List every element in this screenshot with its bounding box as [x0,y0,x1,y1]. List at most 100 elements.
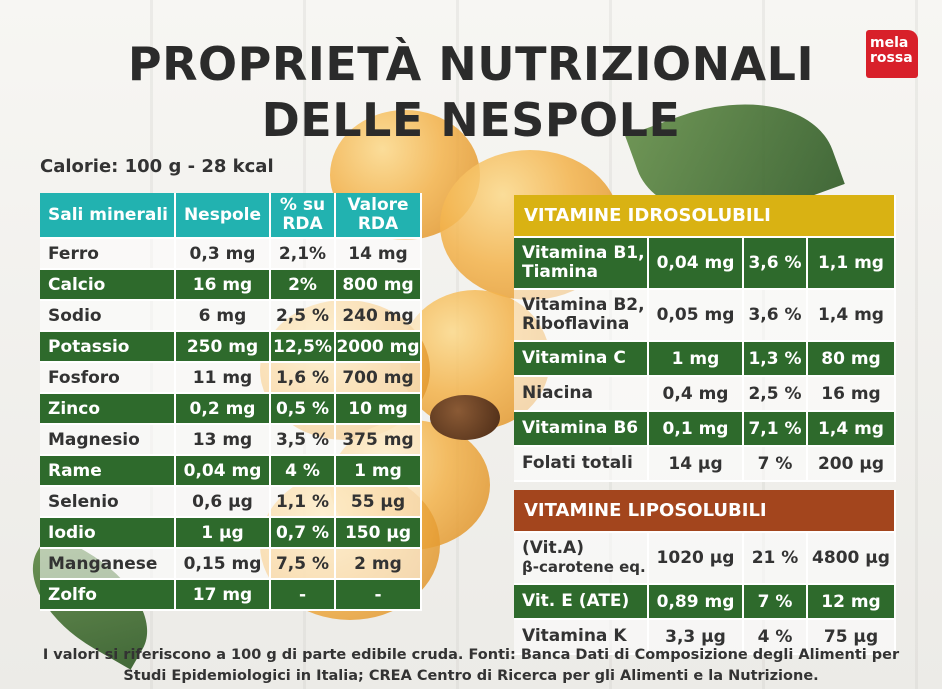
mineral-rda-percent: 2,1% [271,239,336,270]
mineral-rda-value: 1 mg [336,456,422,487]
table-row: (Vit.A) β-carotene eq. 1020 µg 21 % 4800 … [514,533,896,585]
table-row: Potassio 250 mg 12,5% 2000 mg [40,332,422,363]
logo-text-2: rossa [870,50,913,66]
header-nespole: Nespole [176,193,271,239]
calorie-label: Calorie: 100 g - 28 kcal [40,156,274,177]
mineral-rda-percent: 7,5 % [271,549,336,580]
mineral-amount: 1 µg [176,518,271,549]
vitamin-rda-percent: 7,1 % [744,412,808,447]
water-soluble-header: VITAMINE IDROSOLUBILI [514,195,896,238]
vitamin-name-line-1: Vitamina B1, [522,243,645,263]
logo-text-1: mela [870,35,909,51]
vitamin-rda-value: 1,1 mg [808,238,896,290]
table-spacer [514,482,896,490]
mineral-rda-value: 375 mg [336,425,422,456]
minerals-table: Sali minerali Nespole % su RDA Valore RD… [40,193,422,611]
vitamin-rda-value: 75 µg [808,620,896,655]
mineral-amount: 0,2 mg [176,394,271,425]
mineral-amount: 6 mg [176,301,271,332]
vitamin-rda-percent: 1,3 % [744,342,808,377]
page-title: PROPRIETÀ NUTRIZIONALI DELLE NESPOLE [0,36,942,148]
header-minerals: Sali minerali [40,193,176,239]
footer-line-2: Studi Epidemiologici in Italia; CREA Cen… [123,668,819,684]
table-row: Vit. E (ATE) 0,89 mg 7 % 12 mg [514,585,896,620]
mineral-name: Zolfo [40,580,176,611]
mineral-name: Ferro [40,239,176,270]
mineral-rda-value: 10 mg [336,394,422,425]
vitamin-amount: 0,1 mg [649,412,744,447]
mineral-amount: 17 mg [176,580,271,611]
vitamin-name-line-1: (Vit.A) [522,538,584,558]
vitamin-name: Vitamina B2, Riboflavina [514,290,649,342]
vitamin-rda-value: 16 mg [808,377,896,412]
vitamin-name: Vitamina C [514,342,649,377]
vitamin-name-line-2: Riboflavina [522,314,630,334]
mineral-rda-percent: 1,6 % [271,363,336,394]
mineral-name: Iodio [40,518,176,549]
table-row: Sodio 6 mg 2,5 % 240 mg [40,301,422,332]
vitamin-rda-value: 1,4 mg [808,290,896,342]
table-row: Fosforo 11 mg 1,6 % 700 mg [40,363,422,394]
mineral-amount: 0,6 µg [176,487,271,518]
vitamin-name: Niacina [514,377,649,412]
vitamin-name: Vit. E (ATE) [514,585,649,620]
vitamin-name: Vitamina K [514,620,649,655]
mineral-rda-value: 55 µg [336,487,422,518]
fat-soluble-header-row: VITAMINE LIPOSOLUBILI [514,490,896,533]
fat-soluble-header: VITAMINE LIPOSOLUBILI [514,490,896,533]
footer-line-1: I valori si riferiscono a 100 g di parte… [42,647,900,663]
vitamin-rda-percent: 4 % [744,620,808,655]
vitamin-rda-value: 4800 µg [808,533,896,585]
mineral-rda-percent: 12,5% [271,332,336,363]
vitamin-rda-value: 80 mg [808,342,896,377]
vitamin-amount: 1 mg [649,342,744,377]
mineral-rda-percent: 2% [271,270,336,301]
mineral-amount: 11 mg [176,363,271,394]
mineral-rda-value: 700 mg [336,363,422,394]
vitamin-rda-percent: 21 % [744,533,808,585]
mineral-rda-value: 150 µg [336,518,422,549]
vitamin-amount: 0,89 mg [649,585,744,620]
mineral-name: Rame [40,456,176,487]
header-rda-value: Valore RDA [336,193,422,239]
header-rda-percent: % su RDA [271,193,336,239]
vitamin-rda-percent: 2,5 % [744,377,808,412]
mineral-rda-value: - [336,580,422,611]
loquat-seed-image [430,395,500,440]
vitamin-name-line-2: β-carotene eq. [522,558,646,576]
table-row: Iodio 1 µg 0,7 % 150 µg [40,518,422,549]
mineral-rda-value: 14 mg [336,239,422,270]
mineral-rda-percent: 0,7 % [271,518,336,549]
vitamin-amount: 0,4 mg [649,377,744,412]
table-row: Ferro 0,3 mg 2,1% 14 mg [40,239,422,270]
vitamin-name: Vitamina B1, Tiamina [514,238,649,290]
vitamin-name: Folati totali [514,447,649,482]
mineral-name: Sodio [40,301,176,332]
table-row: Vitamina C 1 mg 1,3 % 80 mg [514,342,896,377]
vitamin-amount: 3,3 µg [649,620,744,655]
table-row: Rame 0,04 mg 4 % 1 mg [40,456,422,487]
mineral-rda-percent: 3,5 % [271,425,336,456]
vitamin-name-line-2: Tiamina [522,262,599,282]
mineral-rda-percent: - [271,580,336,611]
vitamin-name: Vitamina B6 [514,412,649,447]
mineral-amount: 13 mg [176,425,271,456]
mineral-rda-value: 2 mg [336,549,422,580]
mineral-amount: 16 mg [176,270,271,301]
table-row: Vitamina B1, Tiamina 0,04 mg 3,6 % 1,1 mg [514,238,896,290]
mineral-name: Potassio [40,332,176,363]
vitamin-amount: 14 µg [649,447,744,482]
vitamin-rda-percent: 7 % [744,447,808,482]
mineral-amount: 0,3 mg [176,239,271,270]
table-row: Folati totali 14 µg 7 % 200 µg [514,447,896,482]
mineral-name: Zinco [40,394,176,425]
mineral-name: Calcio [40,270,176,301]
footer-sources: I valori si riferiscono a 100 g di parte… [0,645,942,687]
vitamins-table: VITAMINE IDROSOLUBILI Vitamina B1, Tiamin… [514,195,896,655]
mineral-rda-value: 240 mg [336,301,422,332]
table-row: Niacina 0,4 mg 2,5 % 16 mg [514,377,896,412]
water-soluble-header-row: VITAMINE IDROSOLUBILI [514,195,896,238]
vitamin-rda-percent: 3,6 % [744,238,808,290]
vitamin-amount: 1020 µg [649,533,744,585]
melarossa-logo: mela rossa [866,30,918,78]
